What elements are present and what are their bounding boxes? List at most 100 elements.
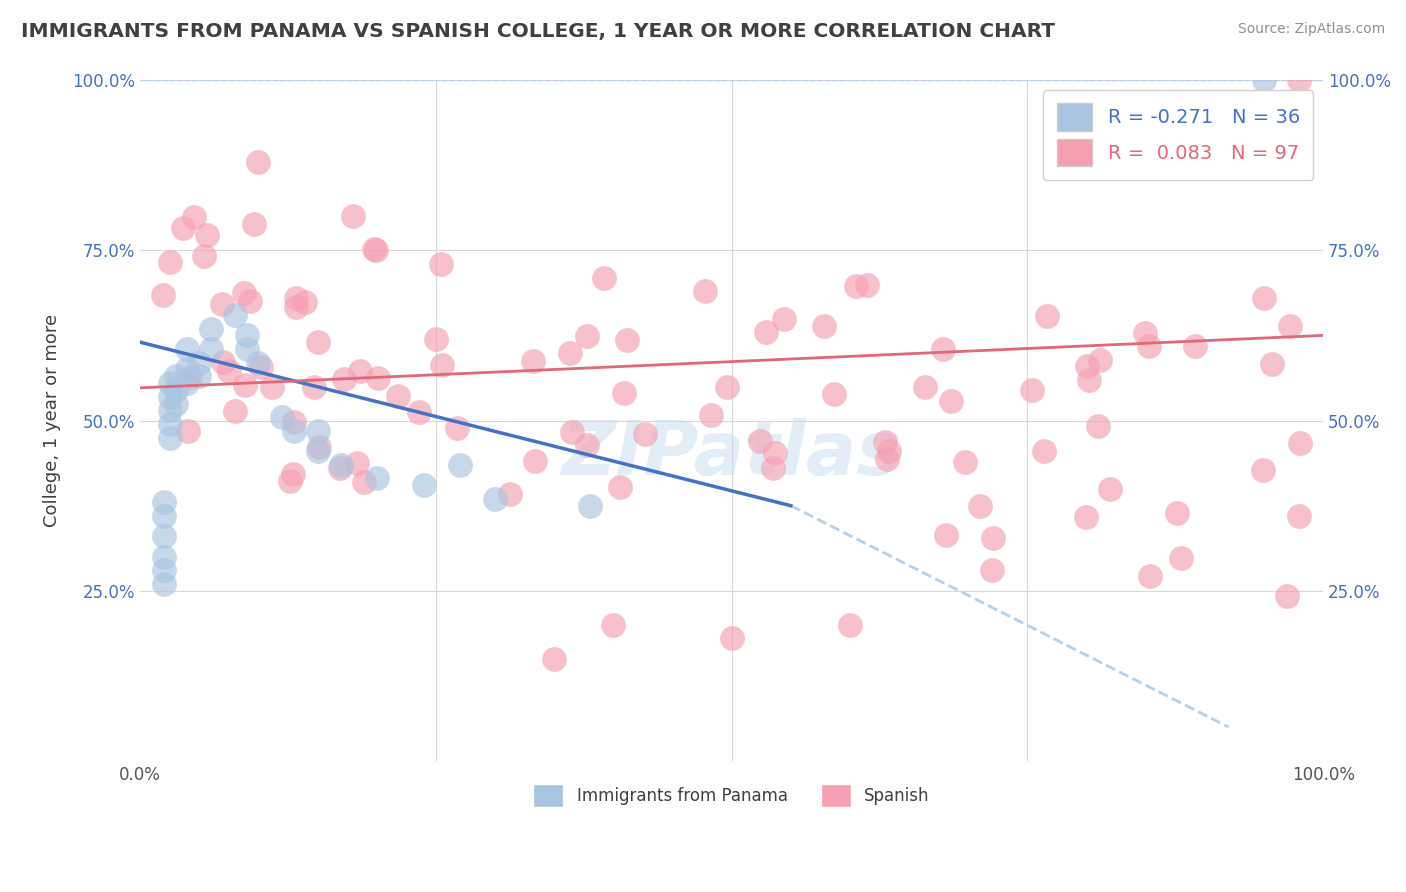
Point — [200, 321, 222, 335]
Point — [592, 270, 614, 285]
Point — [1261, 357, 1284, 371]
Point — [932, 343, 955, 357]
Point — [232, 286, 254, 301]
Point — [561, 425, 583, 439]
Point — [700, 408, 723, 422]
Point — [425, 332, 447, 346]
Point — [1288, 508, 1310, 523]
Point — [413, 478, 436, 492]
Point — [239, 294, 262, 309]
Point — [177, 424, 200, 438]
Point — [159, 403, 181, 417]
Text: ZIPatlas: ZIPatlas — [561, 418, 901, 491]
Point — [172, 220, 194, 235]
Point — [200, 342, 222, 356]
Point — [271, 410, 294, 425]
Point — [430, 358, 453, 372]
Point — [159, 376, 181, 390]
Point — [183, 210, 205, 224]
Point — [1139, 569, 1161, 583]
Point — [575, 329, 598, 343]
Point — [195, 227, 218, 242]
Point — [235, 328, 257, 343]
Point — [1133, 326, 1156, 340]
Point — [1076, 359, 1098, 373]
Point — [1253, 73, 1275, 87]
Point — [522, 354, 544, 368]
Point — [543, 652, 565, 666]
Point — [876, 452, 898, 467]
Point — [602, 618, 624, 632]
Point — [1289, 436, 1312, 450]
Point — [243, 217, 266, 231]
Point — [247, 356, 270, 370]
Point — [1253, 463, 1275, 477]
Point — [307, 444, 329, 458]
Point — [1099, 482, 1122, 496]
Point — [935, 528, 957, 542]
Point — [224, 308, 246, 322]
Point — [813, 319, 835, 334]
Point — [616, 333, 638, 347]
Point — [152, 563, 174, 577]
Point — [308, 440, 330, 454]
Point — [278, 475, 301, 489]
Point — [342, 209, 364, 223]
Point — [307, 335, 329, 350]
Point — [981, 531, 1004, 545]
Point — [560, 346, 582, 360]
Point — [235, 342, 257, 356]
Point — [330, 458, 353, 472]
Point — [294, 295, 316, 310]
Point — [875, 434, 897, 449]
Point — [211, 297, 233, 311]
Point — [1170, 550, 1192, 565]
Point — [1087, 418, 1109, 433]
Point — [755, 326, 778, 340]
Point — [247, 154, 270, 169]
Point — [1278, 318, 1301, 333]
Point — [953, 455, 976, 469]
Point — [634, 426, 657, 441]
Point — [152, 508, 174, 523]
Point — [523, 454, 546, 468]
Point — [856, 277, 879, 292]
Point — [353, 475, 375, 489]
Point — [159, 417, 181, 431]
Point — [609, 480, 631, 494]
Point — [716, 380, 738, 394]
Point — [188, 369, 211, 384]
Point — [430, 257, 453, 271]
Point — [165, 369, 187, 384]
Point — [212, 355, 235, 369]
Point — [333, 372, 356, 386]
Point — [578, 499, 600, 513]
Point — [188, 356, 211, 370]
Point — [1074, 510, 1097, 524]
Point — [329, 461, 352, 475]
Point — [152, 549, 174, 564]
Point — [152, 495, 174, 509]
Point — [281, 467, 304, 481]
Point — [249, 360, 271, 375]
Point — [1078, 373, 1101, 387]
Point — [307, 424, 329, 438]
Point — [367, 371, 389, 385]
Point — [304, 380, 326, 394]
Point — [1033, 444, 1056, 458]
Point — [446, 421, 468, 435]
Point — [366, 244, 388, 258]
Point — [193, 249, 215, 263]
Point — [218, 364, 240, 378]
Point — [408, 405, 430, 419]
Point — [914, 379, 936, 393]
Point — [159, 254, 181, 268]
Point — [838, 618, 860, 632]
Point — [1021, 384, 1043, 398]
Point — [152, 577, 174, 591]
Point — [484, 491, 506, 506]
Point — [576, 438, 599, 452]
Point — [823, 386, 845, 401]
Point — [1288, 73, 1310, 87]
Point — [845, 278, 868, 293]
